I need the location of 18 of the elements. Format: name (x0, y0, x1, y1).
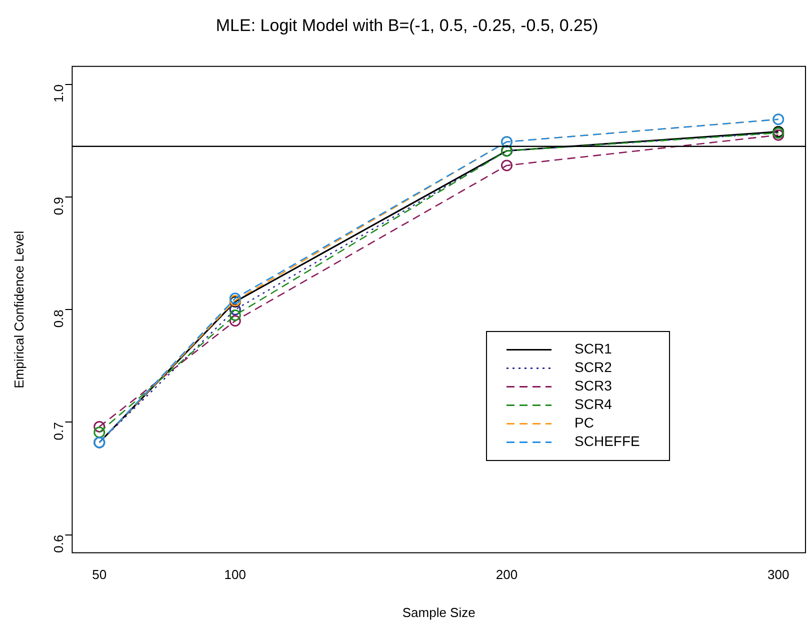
y-tick-label: 1.0 (50, 84, 66, 102)
y-tick-label: 0.8 (50, 310, 66, 328)
y-axis-title: Empirical Confidence Level (11, 230, 26, 388)
y-tick-label: 0.9 (50, 197, 66, 216)
x-tick-label: 200 (496, 567, 518, 582)
x-tick-label: 100 (224, 567, 246, 582)
legend-label: SCR2 (574, 359, 612, 376)
legend-label: SCR1 (574, 340, 612, 357)
y-tick-label: 0.7 (50, 422, 66, 440)
x-tick-label: 300 (767, 567, 790, 582)
legend-label: SCR4 (574, 396, 612, 412)
x-tick-label: 50 (92, 567, 107, 582)
legend-label: SCR3 (574, 378, 612, 394)
x-axis-title: Sample Size (402, 604, 476, 620)
y-tick-label: 0.6 (50, 534, 66, 553)
legend-label: SCHEFFE (574, 433, 640, 450)
legend-label: PC (574, 414, 594, 431)
chart-title: MLE: Logit Model with B=(-1, 0.5, -0.25, -0.5, 0.25) (216, 16, 598, 35)
